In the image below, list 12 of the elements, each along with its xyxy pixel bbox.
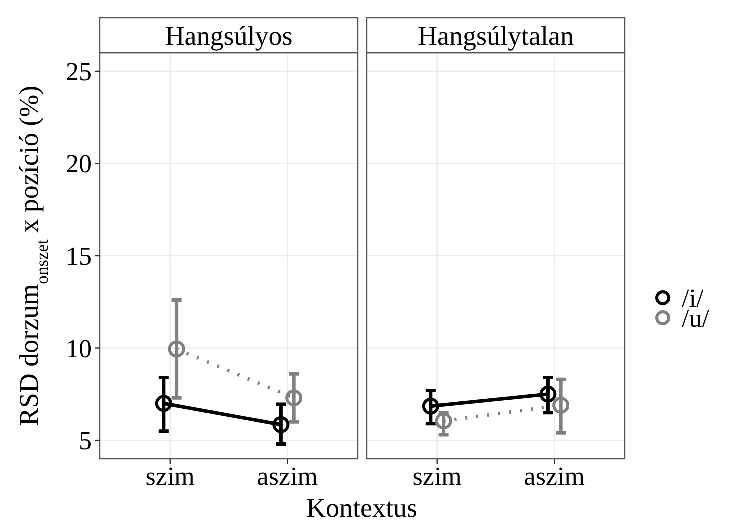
chart-title: Hangsúlyos	[165, 21, 293, 51]
y-tick-label: 20	[66, 150, 92, 179]
x-tick-label: aszim	[524, 462, 585, 491]
x-tick-label: szim	[412, 462, 462, 491]
y-tick-label: 15	[66, 242, 92, 271]
x-axis-title: Kontextus	[306, 493, 418, 523]
y-tick-label: 10	[66, 334, 92, 364]
x-tick-label: szim	[146, 462, 195, 491]
y-tick-label: 25	[66, 57, 92, 86]
y-tick-label: 5	[79, 426, 92, 456]
chart-title: Hangsúlytalan	[418, 21, 574, 51]
x-tick-label: aszim	[257, 462, 318, 491]
